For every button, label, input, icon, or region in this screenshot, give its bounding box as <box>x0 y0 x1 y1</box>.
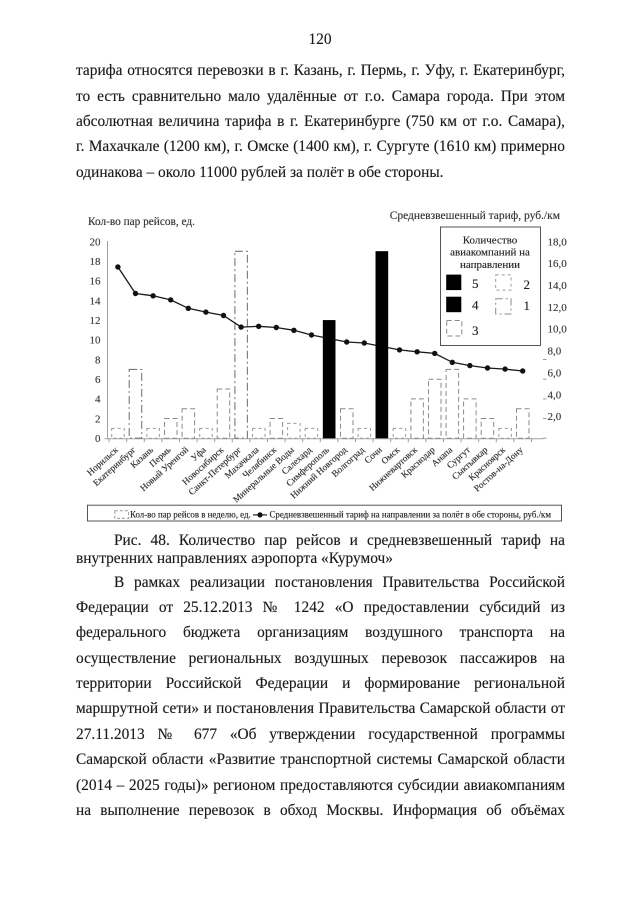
svg-text:20: 20 <box>90 236 102 248</box>
svg-text:Сочи: Сочи <box>362 445 384 466</box>
svg-text:16,0: 16,0 <box>548 258 568 270</box>
svg-text:3: 3 <box>472 323 479 338</box>
svg-text:Средневзвешенный тариф на напр: Средневзвешенный тариф на направлении за… <box>270 509 552 519</box>
svg-text:6: 6 <box>95 374 101 386</box>
svg-text:4,0: 4,0 <box>548 389 562 401</box>
svg-text:14: 14 <box>90 295 102 307</box>
svg-text:авиакомпаний на: авиакомпаний на <box>450 247 530 259</box>
svg-text:6,0: 6,0 <box>548 367 562 379</box>
svg-text:4: 4 <box>95 394 101 406</box>
svg-text:12: 12 <box>90 315 101 327</box>
svg-text:1: 1 <box>524 298 531 313</box>
svg-text:Количество: Количество <box>463 234 518 246</box>
svg-text:направлении: направлении <box>460 259 520 271</box>
svg-text:14,0: 14,0 <box>548 280 568 292</box>
svg-text:4: 4 <box>472 297 479 312</box>
svg-text:12,0: 12,0 <box>548 302 568 314</box>
svg-text:16: 16 <box>90 276 102 288</box>
svg-text:18: 18 <box>90 256 102 268</box>
svg-text:2: 2 <box>524 277 531 292</box>
svg-text:18,0: 18,0 <box>548 236 568 248</box>
svg-text:2,0: 2,0 <box>548 411 562 423</box>
svg-text:5: 5 <box>472 276 479 291</box>
svg-text:10: 10 <box>90 335 102 347</box>
svg-text:8,0: 8,0 <box>548 346 562 358</box>
svg-text:Кол-во пар рейсов, ед.: Кол-во пар рейсов, ед. <box>88 216 195 228</box>
svg-text:Средневзвешенный тариф, руб./к: Средневзвешенный тариф, руб./км <box>390 210 561 222</box>
svg-text:2: 2 <box>95 413 101 425</box>
svg-text:0: 0 <box>95 433 101 445</box>
svg-text:Кол-во пар рейсов в неделю, ед: Кол-во пар рейсов в неделю, ед. <box>130 509 251 519</box>
svg-text:10,0: 10,0 <box>548 324 568 336</box>
svg-text:8: 8 <box>95 354 101 366</box>
